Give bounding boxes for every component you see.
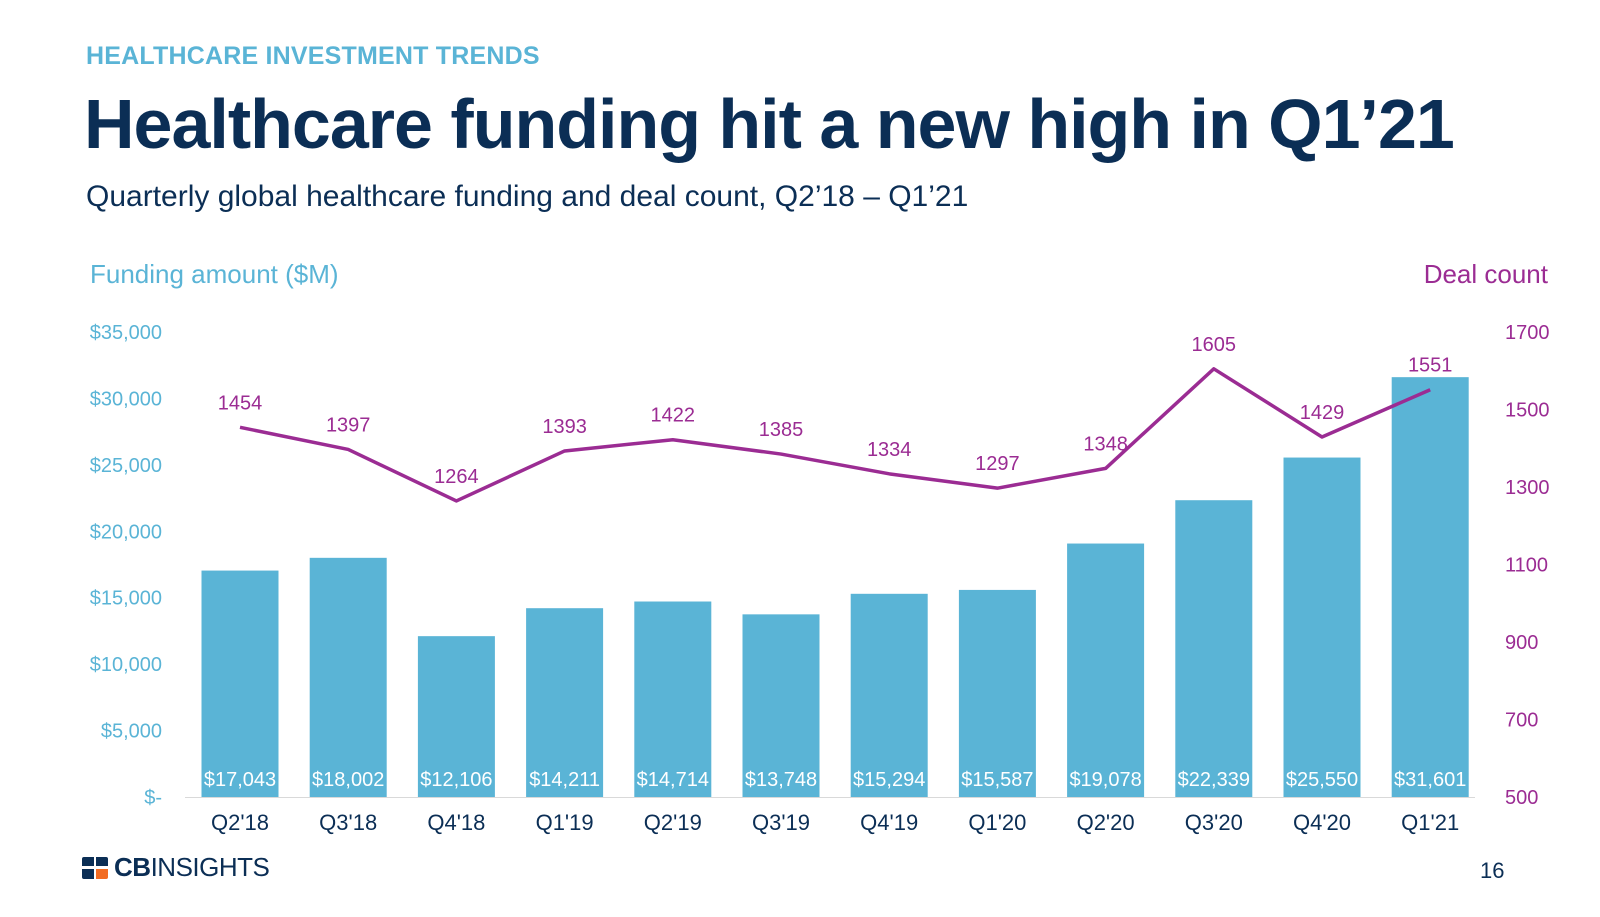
funding-bar	[1391, 377, 1469, 797]
funding-bar-label: $15,294	[853, 769, 925, 791]
left-tick-label: $25,000	[90, 455, 162, 477]
funding-bar-label: $19,078	[1069, 769, 1141, 791]
funding-bar	[201, 570, 279, 797]
category-label: Q4'20	[1293, 810, 1351, 835]
deal-count-label: 1605	[1192, 334, 1237, 356]
funding-bar	[526, 608, 604, 797]
funding-bar-label: $17,043	[204, 769, 276, 791]
right-tick-label: 500	[1505, 787, 1538, 809]
deal-count-line	[239, 367, 1431, 503]
left-tick-label: $15,000	[90, 588, 162, 610]
right-tick-label: 1100	[1505, 555, 1548, 577]
left-axis-ticks: $- $5,000 $10,000 $15,000 $20,000 $25,000 $30,…	[90, 322, 162, 809]
left-tick-label: $35,000	[90, 322, 162, 344]
category-label: Q1'21	[1401, 810, 1459, 835]
deal-count-label: 1385	[759, 419, 804, 441]
page-number: 16	[1480, 858, 1505, 883]
left-tick-label: $5,000	[101, 721, 162, 743]
funding-bar	[1283, 457, 1361, 797]
x-axis-categories: Q2'18 Q3'18 Q4'18 Q1'19 Q2'19 Q3'19 Q4'19 Q1'20…	[211, 810, 1459, 835]
left-axis-title: Funding amount ($M)	[90, 259, 339, 289]
left-tick-label: $10,000	[90, 654, 162, 676]
right-tick-label: 700	[1505, 710, 1538, 732]
deal-count-label: 1393	[542, 416, 587, 438]
funding-bar-label: $18,002	[312, 769, 384, 791]
category-label: Q2'20	[1077, 810, 1135, 835]
category-label: Q2'19	[644, 810, 702, 835]
funding-bar-label: $14,211	[529, 769, 600, 791]
deal-count-label: 1397	[326, 414, 371, 436]
deal-count-labels: 1454 1397 1264 1393 1422 1385 1334 1297 1348 1605…	[218, 334, 1453, 488]
right-axis-title: Deal count	[1424, 259, 1549, 289]
right-tick-label: 900	[1505, 632, 1538, 654]
funding-bar-labels: $17,043 $18,002 $12,106 $14,211 $14,714 $13,7…	[204, 769, 1466, 791]
deal-count-label: 1297	[975, 453, 1020, 475]
logo-light-text: INSIGHTS	[150, 852, 270, 882]
deal-count-label: 1334	[867, 439, 912, 461]
category-label: Q1'20	[968, 810, 1026, 835]
deal-count-series	[239, 367, 1431, 503]
logo-bold-text: CB	[114, 852, 151, 882]
funding-bar	[742, 614, 820, 797]
funding-bar-label: $15,587	[961, 769, 1033, 791]
section-eyebrow: HEALTHCARE INVESTMENT TRENDS	[86, 42, 540, 70]
funding-bar-label: $31,601	[1394, 769, 1466, 791]
funding-bar-label: $25,550	[1286, 769, 1358, 791]
deal-count-label: 1429	[1300, 402, 1345, 424]
funding-bar	[309, 557, 387, 797]
funding-bar-label: $14,714	[637, 769, 709, 791]
right-tick-label: 1700	[1505, 322, 1550, 344]
category-label: Q3'20	[1185, 810, 1243, 835]
funding-bar	[1175, 500, 1253, 797]
funding-bar-label: $12,106	[420, 769, 492, 791]
left-tick-label: $30,000	[90, 388, 162, 410]
funding-bar-label: $22,339	[1178, 769, 1250, 791]
right-tick-label: 1300	[1505, 477, 1550, 499]
page-title: Healthcare funding hit a new high in Q1’…	[84, 85, 1455, 163]
category-label: Q4'19	[860, 810, 918, 835]
left-tick-label: $-	[144, 787, 162, 809]
right-axis-ticks: 500 700 900 1100 1300 1500 1700	[1505, 322, 1550, 809]
funding-bar	[634, 601, 712, 797]
deal-count-label: 1454	[218, 392, 263, 414]
category-label: Q2'18	[211, 810, 269, 835]
category-label: Q3'18	[319, 810, 377, 835]
deal-count-label: 1422	[651, 405, 696, 427]
cbinsights-logo-mark-icon	[82, 856, 108, 879]
chart-subtitle: Quarterly global healthcare funding and …	[86, 180, 969, 213]
funding-bar	[958, 589, 1036, 797]
funding-bar	[1067, 543, 1145, 797]
category-label: Q3'19	[752, 810, 810, 835]
left-tick-label: $20,000	[90, 521, 162, 543]
deal-count-label: 1264	[434, 466, 479, 488]
cbinsights-logo: CBINSIGHTS	[82, 852, 270, 883]
category-label: Q4'18	[427, 810, 485, 835]
deal-count-label: 1348	[1083, 433, 1128, 455]
funding-bar	[417, 636, 495, 797]
right-tick-label: 1500	[1505, 400, 1550, 422]
funding-bars	[201, 377, 1469, 797]
category-label: Q1'19	[536, 810, 594, 835]
funding-bar	[850, 593, 928, 797]
funding-bar-label: $13,748	[745, 769, 817, 791]
cbinsights-logo-text: CBINSIGHTS	[114, 852, 270, 883]
deal-count-label: 1551	[1408, 355, 1453, 377]
